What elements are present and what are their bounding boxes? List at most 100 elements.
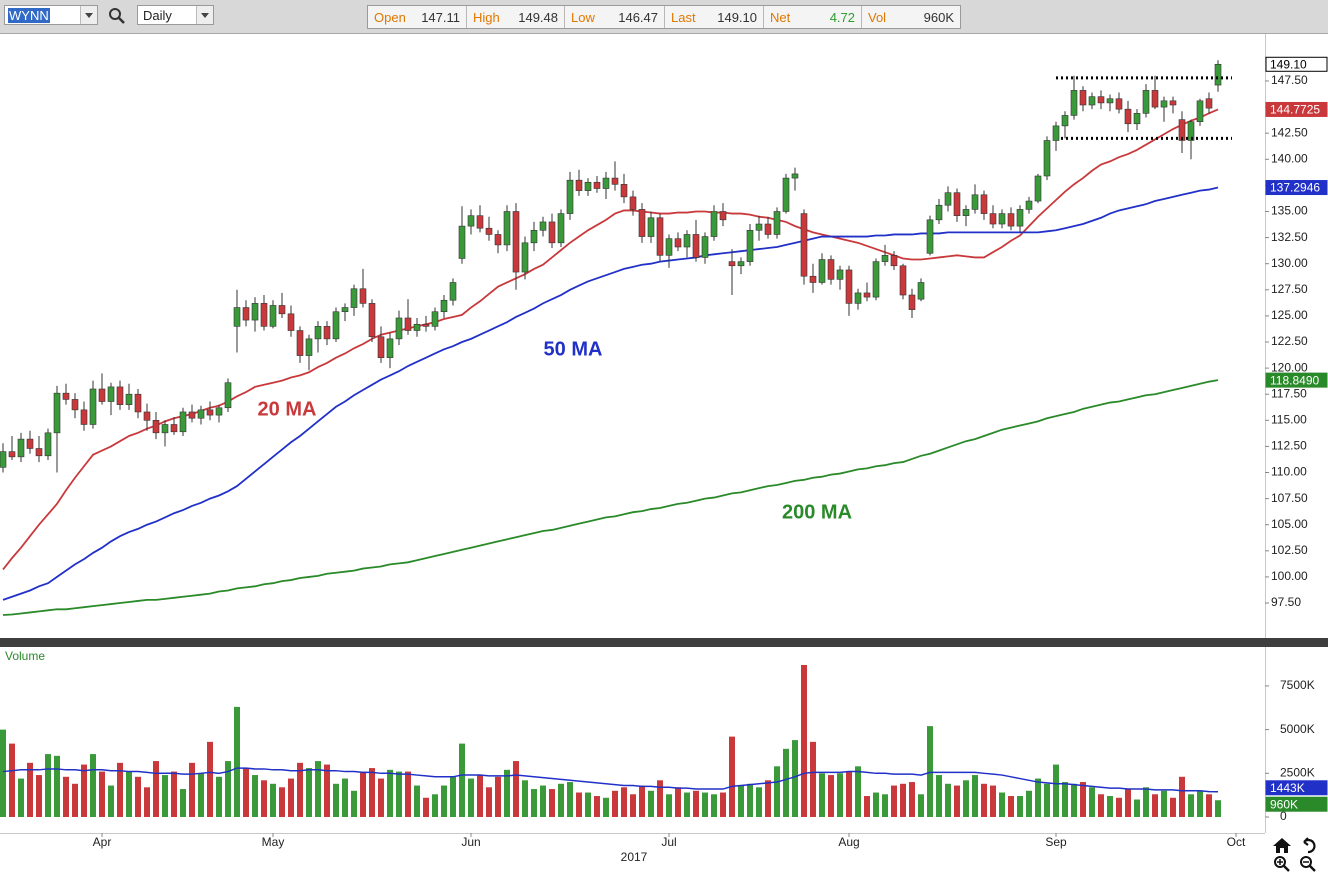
candle-body xyxy=(764,223,772,235)
search-icon[interactable] xyxy=(108,7,126,25)
volume-bar xyxy=(1161,790,1167,817)
pane-separator xyxy=(0,638,1328,647)
y-tick-label: 132.50 xyxy=(1271,230,1308,244)
candle-body xyxy=(98,388,106,402)
quote-cell: High 149.48 xyxy=(467,6,565,28)
volume-bar xyxy=(855,766,861,817)
candle-body xyxy=(1205,98,1213,109)
volume-bar xyxy=(126,771,132,817)
candle-body xyxy=(593,181,601,189)
candle-body xyxy=(818,259,826,283)
volume-bar xyxy=(27,762,33,817)
volume-bar xyxy=(0,729,6,817)
quote-value: 149.10 xyxy=(717,9,757,25)
candle-body xyxy=(674,238,682,248)
volume-bar xyxy=(909,782,915,817)
volume-bar xyxy=(891,785,897,817)
candle-body xyxy=(431,311,439,327)
volume-bar xyxy=(216,776,222,817)
symbol-dropdown[interactable] xyxy=(80,6,97,24)
quote-cell: Net 4.72 xyxy=(764,6,862,28)
candle-body xyxy=(476,215,484,229)
value-tag xyxy=(1265,372,1328,388)
volume-bar xyxy=(54,755,60,817)
y-tick-label: 97.50 xyxy=(1271,595,1301,609)
candle-body xyxy=(305,338,313,356)
interval-dropdown[interactable] xyxy=(196,6,213,24)
candle-body xyxy=(728,261,736,267)
volume-bar xyxy=(693,790,699,817)
volume-bar xyxy=(630,794,636,817)
volume-bar xyxy=(657,780,663,817)
volume-bar xyxy=(333,783,339,817)
candle-body xyxy=(836,269,844,280)
quote-strip: Open 147.11 High 149.48 Low 146.47 Last 149.… xyxy=(367,5,961,29)
volume-bar xyxy=(738,785,744,817)
symbol-input[interactable]: WYNN xyxy=(4,5,98,25)
candle-body xyxy=(980,194,988,214)
volume-bar xyxy=(180,789,186,817)
candle-body xyxy=(521,242,529,273)
candle-body xyxy=(530,229,538,244)
undo-button[interactable] xyxy=(1303,837,1316,854)
volume-bar xyxy=(225,761,231,817)
volume-bar xyxy=(675,787,681,817)
candle-body xyxy=(962,209,970,216)
value-tag xyxy=(1265,180,1328,196)
candle-body xyxy=(701,236,709,258)
volume-bar xyxy=(864,796,870,817)
candle-body xyxy=(629,196,637,210)
x-tick-label: May xyxy=(262,835,285,849)
interval-select[interactable]: Daily xyxy=(137,5,214,25)
volume-bar xyxy=(342,778,348,817)
volume-bar xyxy=(558,783,564,817)
volume-bar xyxy=(1053,764,1059,817)
candle-body xyxy=(944,192,952,206)
volume-title: Volume xyxy=(5,649,45,663)
volume-bar xyxy=(828,775,834,817)
volume-bar xyxy=(837,773,843,817)
value-tag xyxy=(1265,56,1328,72)
volume-bar xyxy=(378,778,384,817)
ma-annotation: 20 MA xyxy=(258,398,317,420)
candle-body xyxy=(1088,96,1096,106)
candles xyxy=(0,60,1222,473)
candle-body xyxy=(1025,200,1033,210)
volume-bar xyxy=(747,783,753,817)
volume-bar xyxy=(459,743,465,817)
volume-bar xyxy=(927,726,933,817)
volume-bar xyxy=(18,778,24,817)
volume-bar xyxy=(369,768,375,817)
volume-bar xyxy=(972,775,978,817)
candle-body xyxy=(350,288,358,308)
volume-bar xyxy=(981,783,987,817)
volume-bar xyxy=(567,782,573,817)
candle-body xyxy=(233,307,241,327)
volume-bar xyxy=(351,790,357,817)
quote-label: Net xyxy=(770,9,791,25)
candle-body xyxy=(359,288,367,304)
zoom-out-button[interactable] xyxy=(1300,856,1316,872)
value-tag-label: 118.8490 xyxy=(1270,373,1319,387)
volume-bar xyxy=(666,794,672,817)
zoom-in-button[interactable] xyxy=(1274,856,1290,872)
volume-bar xyxy=(153,761,159,817)
y-tick-label: 130.00 xyxy=(1271,256,1308,270)
volume-bar xyxy=(9,743,15,817)
home-button[interactable] xyxy=(1273,838,1291,853)
symbol-text: WYNN xyxy=(8,8,50,23)
candle-body xyxy=(152,420,160,434)
candle-body xyxy=(890,255,898,267)
volume-bar xyxy=(603,797,609,817)
volume-bar xyxy=(504,769,510,817)
candle-body xyxy=(1133,113,1141,125)
ma-annotation: 50 MA xyxy=(544,338,603,360)
candle-body xyxy=(0,451,7,468)
volume-bar xyxy=(1188,794,1194,817)
volume-bar xyxy=(1215,800,1221,817)
candle-body xyxy=(917,282,925,300)
y-tick-label: 122.50 xyxy=(1271,334,1308,348)
volume-bar xyxy=(414,785,420,817)
volume-bar xyxy=(1026,790,1032,817)
